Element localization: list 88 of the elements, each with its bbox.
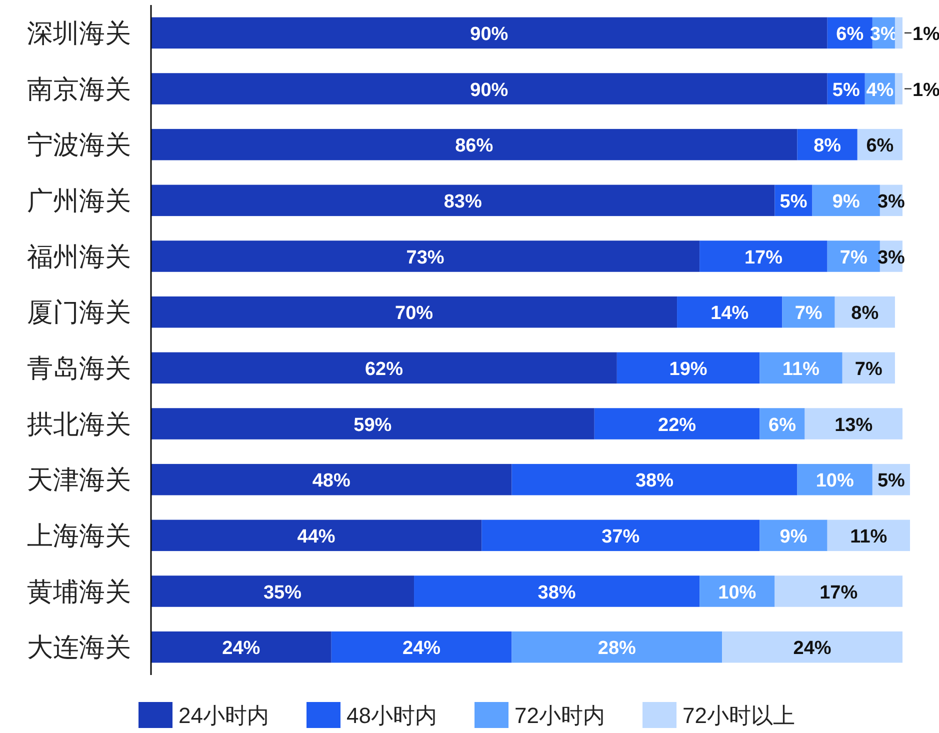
data-label: 86% [455, 136, 494, 157]
bar [512, 464, 798, 496]
bar [482, 520, 760, 552]
legend-label: 72小时内 [514, 703, 605, 728]
y-tick-label: 拱北海关 [27, 408, 131, 439]
data-label: 24% [793, 638, 832, 660]
data-label: 90% [470, 24, 508, 45]
data-label: 24% [402, 638, 441, 660]
bar [594, 408, 760, 440]
data-label: 7% [840, 247, 868, 268]
legend-label: 24小时内 [178, 703, 269, 728]
data-label: 73% [406, 247, 444, 268]
bar [151, 296, 678, 328]
y-tick-label: 广州海关 [27, 185, 131, 216]
data-label: 11% [782, 358, 820, 380]
data-label: 8% [851, 303, 879, 324]
y-tick-label: 黄埔海关 [27, 576, 131, 606]
data-label: 17% [744, 247, 783, 268]
bar [894, 73, 902, 104]
data-label: 5% [877, 470, 906, 492]
bar [151, 631, 332, 663]
data-label: 3% [877, 247, 906, 268]
data-label: 44% [297, 526, 336, 548]
data-label: 6% [866, 136, 894, 157]
bar [151, 408, 594, 440]
y-tick-label: 天津海关 [27, 464, 131, 495]
data-label: 22% [658, 414, 696, 436]
y-tick-label: 青岛海关 [27, 352, 131, 383]
bar [151, 17, 828, 49]
bar [331, 631, 512, 663]
data-label: 6% [768, 414, 796, 436]
data-label: 24% [222, 638, 260, 660]
legend-label: 48小时内 [346, 703, 437, 728]
data-label: 70% [395, 303, 434, 324]
bar [151, 520, 482, 552]
data-label: 10% [816, 470, 854, 492]
bar [700, 240, 828, 272]
data-label: 14% [710, 303, 749, 324]
bar [616, 352, 760, 384]
data-label: 37% [602, 526, 640, 548]
data-label: 8% [814, 136, 842, 157]
data-label: 7% [794, 303, 822, 324]
bar [414, 576, 700, 607]
bar [894, 17, 902, 49]
bar [760, 352, 842, 384]
data-label: 38% [635, 470, 674, 492]
data-label: 5% [832, 80, 860, 101]
y-tick-label: 南京海关 [27, 74, 131, 104]
data-label: 10% [718, 582, 756, 604]
data-label: 38% [538, 582, 576, 604]
data-label: 90% [470, 80, 508, 101]
y-tick-label: 大连海关 [27, 632, 131, 662]
bar [151, 240, 700, 272]
y-tick-label: 上海海关 [27, 520, 131, 550]
data-label: 7% [854, 358, 882, 380]
bar [804, 408, 902, 440]
data-label: 19% [669, 358, 708, 380]
data-label: 28% [598, 638, 636, 660]
bar [151, 464, 512, 496]
bar [151, 576, 414, 607]
y-tick-label: 宁波海关 [27, 130, 131, 160]
y-tick-label: 深圳海关 [27, 18, 131, 48]
y-tick-label: 福州海关 [27, 241, 131, 272]
data-label: 13% [834, 414, 873, 436]
data-label: 62% [364, 358, 404, 380]
data-label: 4% [866, 80, 894, 101]
y-tick-label: 厦门海关 [27, 297, 131, 328]
bar [774, 576, 902, 607]
data-label: 5% [780, 191, 808, 212]
data-label: 48% [312, 470, 350, 492]
data-label: 59% [354, 414, 392, 436]
bar [760, 520, 828, 552]
data-label: 83% [444, 191, 482, 212]
data-label: 17% [820, 582, 858, 604]
bar [151, 73, 828, 104]
data-label: 9% [832, 191, 860, 212]
data-label: 3% [877, 191, 906, 212]
bar [677, 296, 782, 328]
bar [151, 352, 617, 384]
bar [151, 184, 775, 216]
data-label: 9% [780, 526, 808, 548]
legend-label: 72小时以上 [682, 703, 795, 728]
data-label: 11% [850, 526, 888, 548]
bar [722, 631, 902, 663]
bar [151, 128, 798, 160]
data-label: 6% [836, 24, 864, 45]
data-label: 35% [263, 582, 302, 604]
bar [512, 631, 722, 663]
